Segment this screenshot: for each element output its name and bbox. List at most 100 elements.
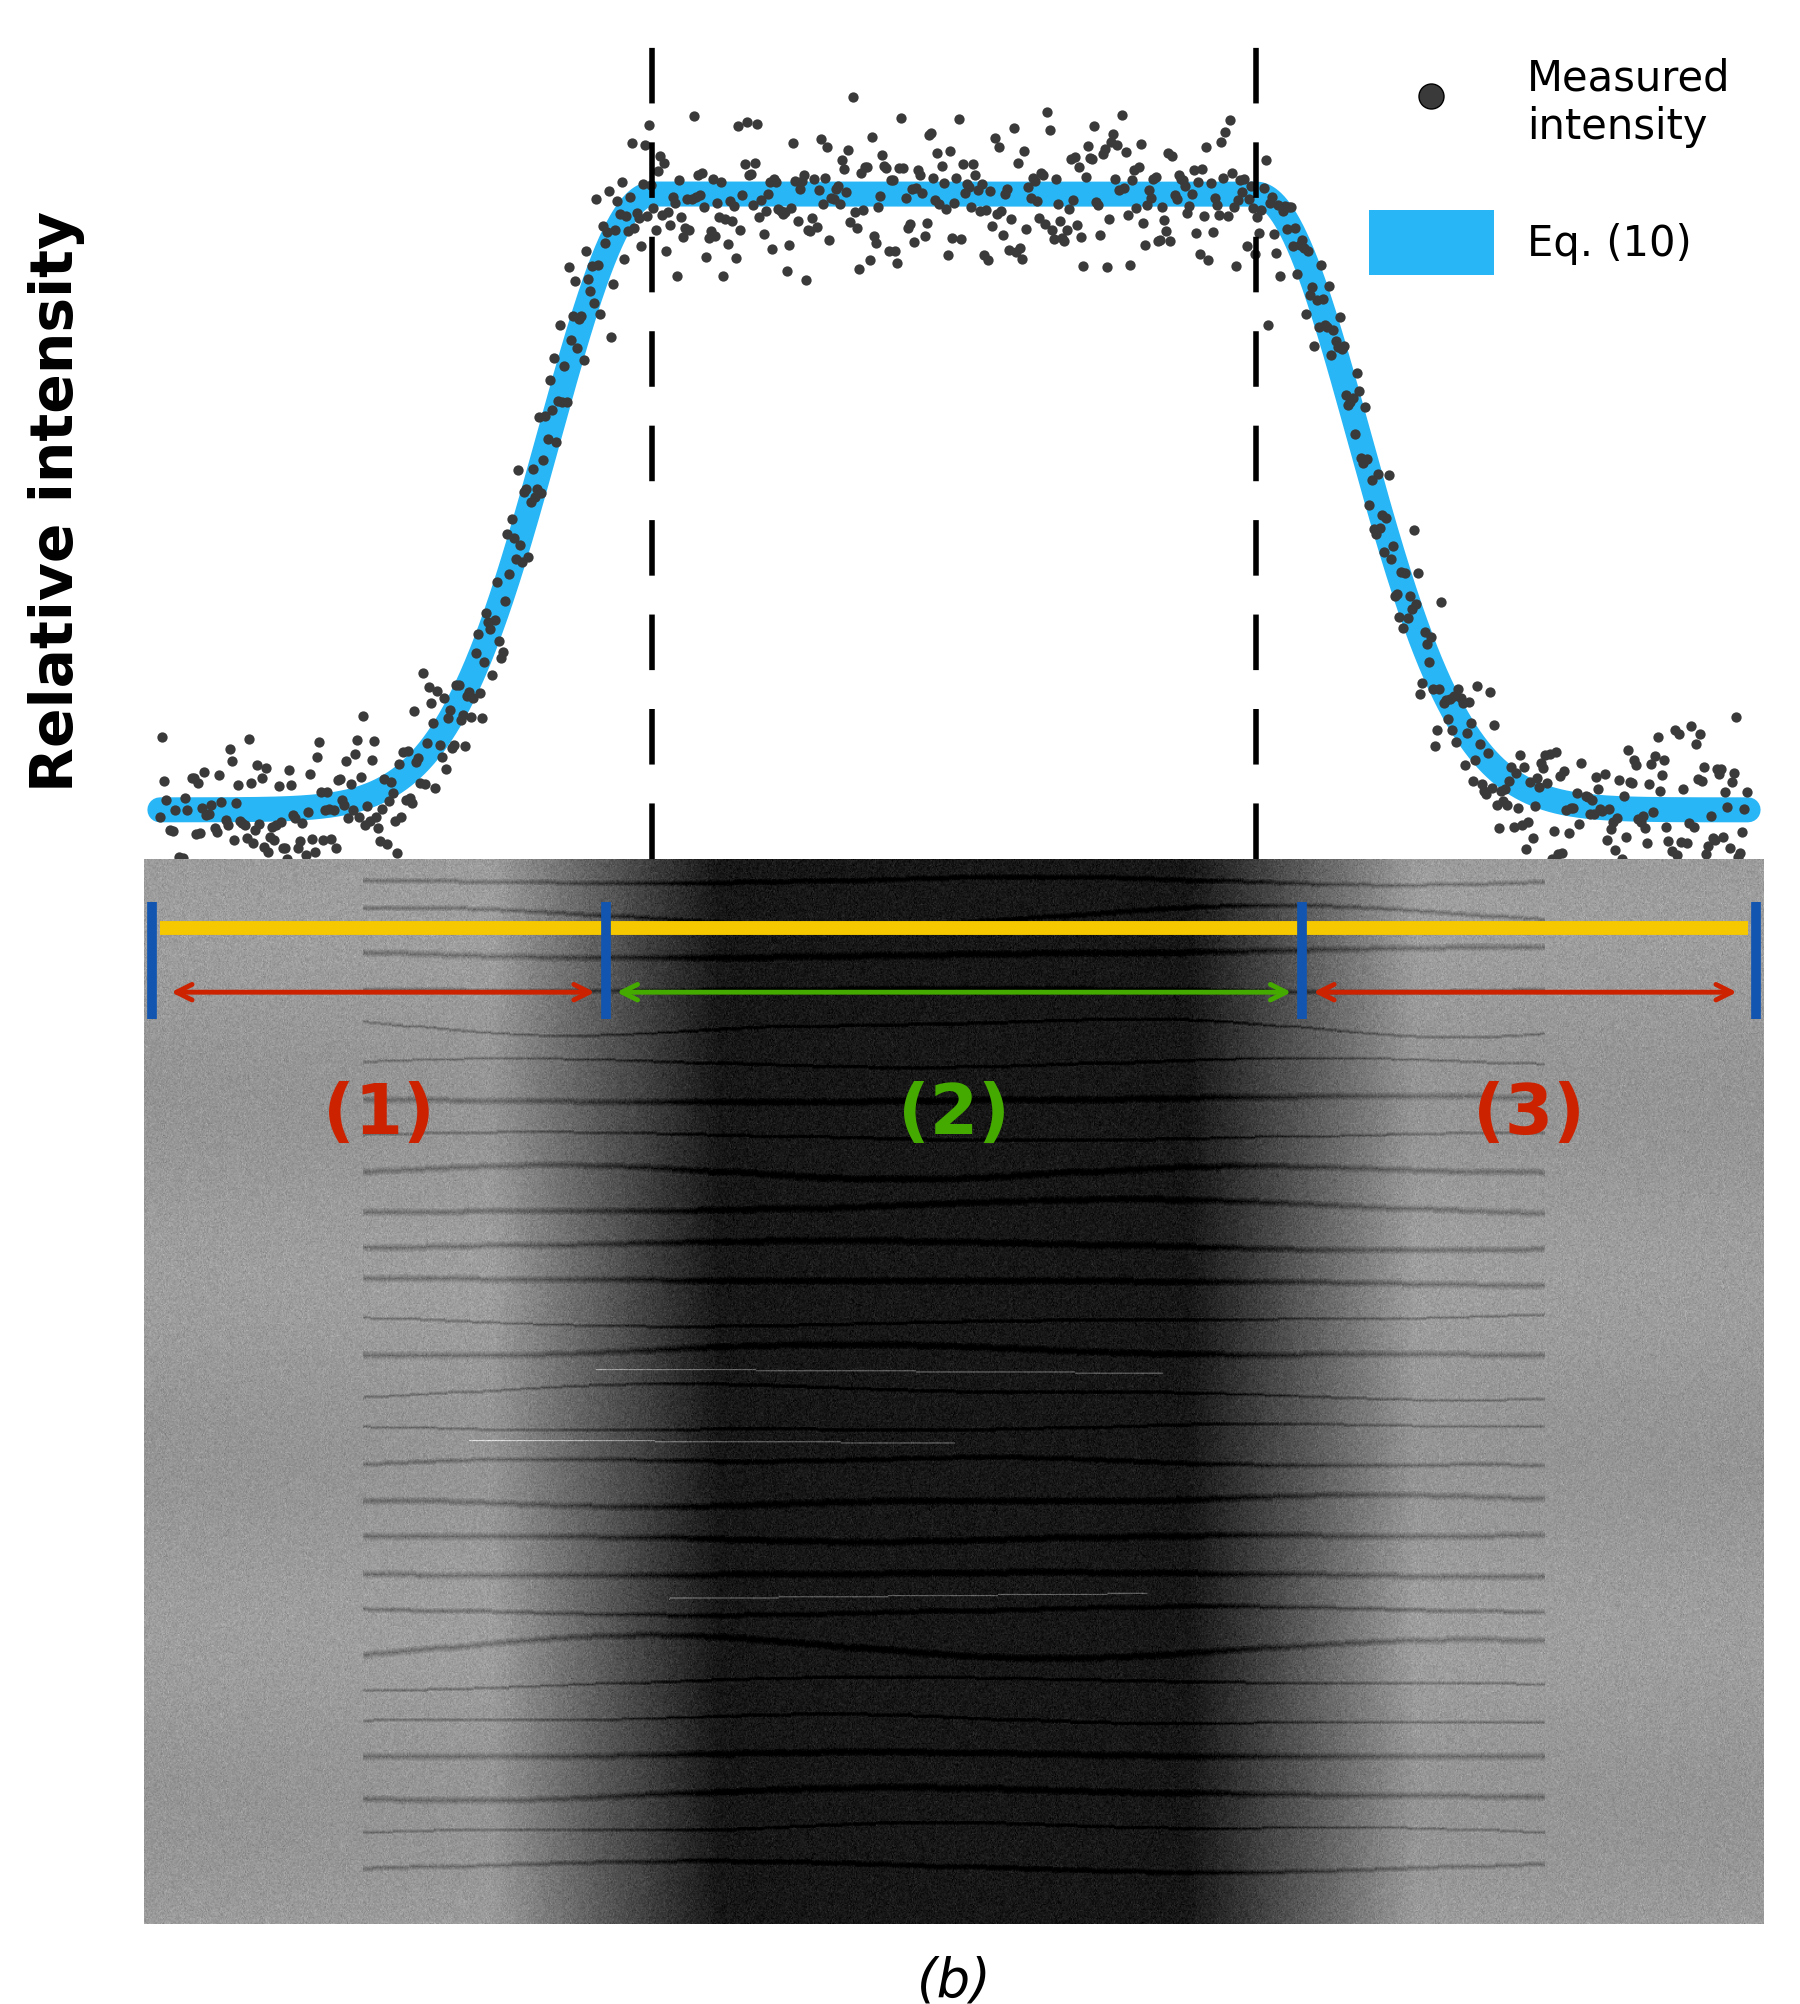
Point — [324, 764, 353, 796]
Point — [977, 210, 1006, 242]
Point — [1420, 729, 1449, 762]
Point — [1053, 214, 1082, 246]
Point — [317, 824, 346, 856]
Point — [1620, 743, 1649, 776]
Point — [743, 108, 772, 140]
Point — [1444, 673, 1472, 705]
Point — [1654, 826, 1683, 858]
Point — [1033, 96, 1062, 128]
Point — [299, 824, 328, 856]
Point — [1721, 701, 1750, 733]
Point — [1192, 130, 1220, 162]
Point — [1408, 667, 1436, 699]
Point — [983, 198, 1012, 230]
Point — [1197, 166, 1226, 198]
Point — [1373, 459, 1402, 491]
Point — [468, 701, 497, 733]
Point — [902, 172, 931, 204]
Point — [929, 166, 958, 198]
Point — [814, 130, 842, 162]
Point — [1030, 160, 1058, 192]
Point — [1080, 110, 1109, 142]
Point — [1656, 864, 1685, 896]
Point — [891, 182, 920, 214]
Point — [349, 699, 378, 731]
Point — [479, 659, 508, 691]
Point — [1024, 202, 1053, 234]
Point — [193, 800, 221, 832]
Point — [898, 172, 927, 204]
Point — [1039, 222, 1067, 255]
Point — [731, 148, 760, 180]
Point — [367, 794, 396, 826]
Point — [256, 822, 284, 854]
Point — [803, 210, 832, 242]
Point — [653, 196, 682, 228]
Point — [1552, 794, 1580, 826]
Point — [1546, 760, 1575, 792]
Point — [1427, 585, 1456, 617]
Point — [1487, 776, 1516, 808]
Point — [553, 387, 581, 419]
Point — [1685, 717, 1714, 749]
Point — [733, 106, 761, 138]
Point — [1589, 758, 1618, 790]
Point — [1019, 162, 1048, 194]
Point — [1168, 164, 1197, 196]
Point — [241, 814, 270, 846]
Point — [247, 762, 275, 794]
Point — [965, 194, 994, 226]
Point — [1503, 792, 1532, 824]
Point — [790, 158, 819, 190]
Point — [841, 196, 869, 228]
Point — [1114, 198, 1143, 230]
Point — [146, 802, 175, 834]
Point — [940, 186, 968, 218]
Point — [819, 182, 848, 214]
Point — [988, 218, 1017, 250]
Point — [1264, 188, 1292, 220]
Point — [522, 473, 551, 505]
Point — [628, 168, 657, 200]
Point — [373, 828, 401, 860]
Point — [1586, 794, 1615, 826]
Point — [1150, 204, 1179, 236]
Point — [763, 192, 792, 224]
Point — [1193, 244, 1222, 277]
Point — [1222, 250, 1251, 283]
Point — [916, 116, 945, 148]
Point — [229, 808, 257, 840]
Point — [994, 172, 1022, 204]
Point — [520, 481, 549, 513]
Point — [211, 804, 239, 836]
Point — [1485, 812, 1514, 844]
Point — [675, 214, 704, 246]
Point — [216, 733, 245, 766]
Point — [1089, 138, 1118, 170]
Point — [961, 158, 990, 190]
Point — [778, 192, 806, 224]
Point — [779, 128, 808, 160]
Point — [1332, 379, 1361, 411]
Point — [1645, 776, 1674, 808]
Point — [1021, 166, 1049, 198]
Point — [409, 657, 437, 689]
Point — [760, 162, 788, 194]
Point — [1386, 555, 1415, 587]
Point — [877, 164, 905, 196]
Point — [1215, 104, 1244, 136]
Point — [1625, 806, 1654, 838]
Point — [1247, 194, 1276, 226]
Point — [1366, 511, 1395, 543]
Point — [529, 443, 558, 475]
Point — [1688, 766, 1717, 798]
Point — [517, 485, 545, 517]
Point — [1307, 248, 1336, 281]
Point — [1082, 186, 1111, 218]
Point — [1476, 675, 1505, 707]
Point — [607, 166, 635, 198]
Point — [1402, 587, 1431, 619]
Point — [488, 637, 517, 669]
Point — [605, 198, 634, 230]
Point — [1006, 232, 1035, 265]
